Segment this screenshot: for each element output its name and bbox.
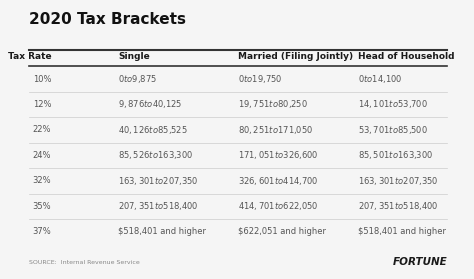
Text: 22%: 22% [33,126,51,134]
Text: 12%: 12% [33,100,51,109]
Text: $85,526 to $163,300: $85,526 to $163,300 [118,149,193,161]
Text: $0 to $19,750: $0 to $19,750 [238,73,283,85]
Text: Married (Filing Jointly): Married (Filing Jointly) [238,52,353,61]
Text: $207,351 to $518,400: $207,351 to $518,400 [118,200,199,212]
Text: Head of Household: Head of Household [358,52,455,61]
Text: $171,051 to $326,600: $171,051 to $326,600 [238,149,319,161]
Text: Tax Rate: Tax Rate [8,52,51,61]
Text: 2020 Tax Brackets: 2020 Tax Brackets [29,13,186,27]
Text: $80,251 to $171,050: $80,251 to $171,050 [238,124,313,136]
Text: $207,351 to $518,400: $207,351 to $518,400 [358,200,439,212]
Text: $622,051 and higher: $622,051 and higher [238,227,326,236]
Text: $163,301 to $207,350: $163,301 to $207,350 [118,175,199,187]
Text: $414,701 to $622,050: $414,701 to $622,050 [238,200,319,212]
Text: $163,301 to $207,350: $163,301 to $207,350 [358,175,439,187]
Text: 32%: 32% [33,176,51,185]
Text: $53,701 to $85,500: $53,701 to $85,500 [358,124,428,136]
Text: $14,101 to $53,700: $14,101 to $53,700 [358,98,428,110]
Text: $518,401 and higher: $518,401 and higher [358,227,446,236]
Text: $0 to $14,100: $0 to $14,100 [358,73,402,85]
Text: $19,751 to $80,250: $19,751 to $80,250 [238,98,308,110]
Text: $85,501 to $163,300: $85,501 to $163,300 [358,149,434,161]
Text: Single: Single [118,52,150,61]
Text: FORTUNE: FORTUNE [392,258,447,267]
Text: $518,401 and higher: $518,401 and higher [118,227,206,236]
Text: 35%: 35% [33,202,51,211]
Text: $9,876 to $40,125: $9,876 to $40,125 [118,98,182,110]
Text: $0 to $9,875: $0 to $9,875 [118,73,157,85]
Text: 10%: 10% [33,74,51,83]
Text: SOURCE:  Internal Revenue Service: SOURCE: Internal Revenue Service [29,260,140,265]
Text: $40,126 to $85,525: $40,126 to $85,525 [118,124,188,136]
Text: 24%: 24% [33,151,51,160]
Text: 37%: 37% [33,227,51,236]
Text: $326,601 to $414,700: $326,601 to $414,700 [238,175,319,187]
